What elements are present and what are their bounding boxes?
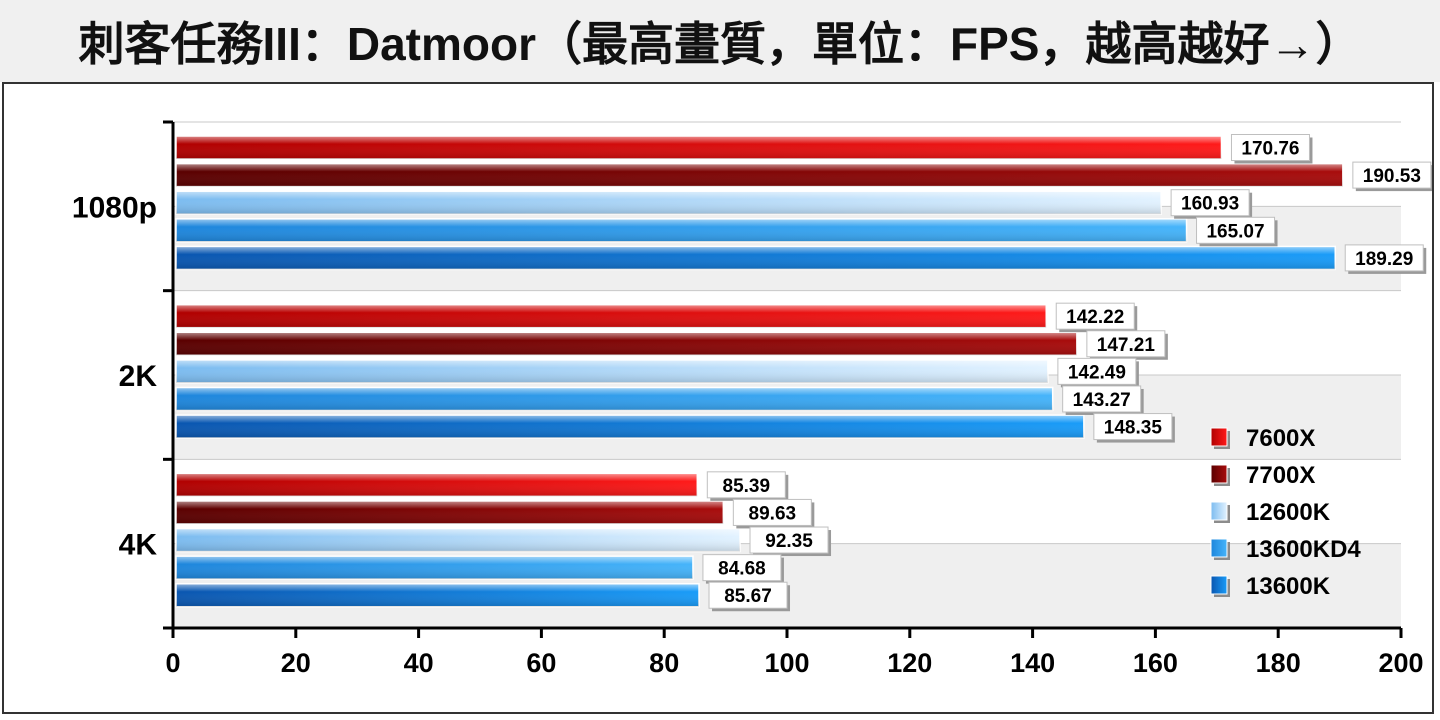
value-label-box: [1170, 189, 1250, 217]
value-label: 148.35: [1104, 418, 1163, 439]
bar-shine: [176, 387, 1053, 411]
legend-label-12600k: 12600K: [1246, 499, 1331, 526]
value-label-box: [1230, 134, 1310, 161]
bar-shine: [176, 304, 1047, 328]
value-label-box: [1196, 216, 1276, 244]
value-label-box: [1352, 161, 1432, 189]
x-tick-label: 200: [1378, 648, 1423, 678]
value-label: 89.63: [749, 503, 797, 524]
bar-shine: [176, 332, 1077, 356]
value-label: 165.07: [1206, 221, 1264, 242]
category-label-2k: 2K: [119, 360, 158, 393]
value-label-box: [702, 554, 782, 582]
bar-shine: [176, 359, 1048, 383]
x-tick-label: 20: [281, 648, 311, 678]
value-labels: 170.76 190.53 160.93 165.07 189.29 142.22 147.…: [702, 134, 1432, 612]
legend-swatch-7600x: [1210, 427, 1228, 447]
bar-shine: [176, 556, 693, 580]
value-label: 84.68: [718, 559, 766, 580]
legend-swatch-7700x: [1210, 464, 1228, 484]
x-tick-label: 120: [887, 648, 932, 678]
value-label-box: [732, 498, 812, 526]
bar-shine: [176, 246, 1336, 270]
bar-shine: [176, 136, 1222, 159]
legend-label-13600k: 13600K: [1246, 573, 1331, 600]
x-tick-label: 180: [1256, 648, 1301, 678]
bar-shine: [176, 473, 698, 497]
bar-chart: 170.76 190.53 160.93 165.07 189.29 142.22 147.…: [72, 120, 1432, 678]
category-label-4k: 4K: [119, 529, 158, 562]
x-tick-label: 160: [1133, 648, 1178, 678]
bar-shine: [176, 191, 1162, 215]
value-label-box: [749, 526, 829, 554]
chart-frame: 170.76 190.53 160.93 165.07 189.29 142.22 147.…: [2, 82, 1434, 714]
bars: [175, 135, 1344, 608]
value-label-box: [1093, 413, 1173, 441]
value-label-box: [1055, 302, 1135, 330]
category-labels: 1080p 2K 4K: [72, 191, 157, 561]
chart-title: 刺客任務III：Datmoor（最高畫質，單位：FPS，越高越好→）: [0, 0, 1440, 82]
legend-label-7600x: 7600X: [1246, 425, 1315, 452]
category-label-1080p: 1080p: [72, 191, 157, 224]
value-label-box: [708, 581, 788, 609]
value-label: 160.93: [1181, 194, 1239, 215]
x-tick-label: 40: [404, 648, 434, 678]
legend: 7600X 7700X 12600K 13600KD4 13600K: [1210, 425, 1361, 600]
value-label: 147.21: [1097, 335, 1156, 356]
x-tick-label: 140: [1010, 648, 1055, 678]
value-label-box: [1086, 330, 1166, 358]
legend-swatch-13600kd4: [1210, 538, 1228, 558]
bar-shine: [176, 415, 1084, 439]
x-tick-label: 60: [526, 648, 556, 678]
value-label: 142.49: [1068, 362, 1126, 383]
value-label-box: [1344, 244, 1424, 272]
value-label: 143.27: [1073, 390, 1131, 411]
x-tick-label: 0: [165, 648, 180, 678]
axes: [163, 120, 1403, 638]
legend-label-7700x: 7700X: [1246, 462, 1315, 489]
legend-label-13600kd4: 13600KD4: [1246, 536, 1361, 563]
x-tick-label: 80: [649, 648, 679, 678]
bar-shine: [176, 500, 724, 524]
value-label: 190.53: [1363, 166, 1421, 187]
bar-shine: [176, 163, 1343, 187]
bar-shine: [176, 218, 1187, 242]
value-label-box: [1057, 357, 1137, 385]
bar-shine: [176, 528, 741, 552]
value-label: 170.76: [1241, 139, 1299, 160]
x-tick-label: 100: [764, 648, 809, 678]
value-label-box: [1062, 385, 1142, 413]
value-label: 85.39: [723, 476, 771, 497]
legend-swatch-13600k: [1210, 575, 1228, 595]
value-label: 142.22: [1066, 307, 1124, 328]
value-label: 92.35: [765, 531, 813, 552]
value-label: 189.29: [1355, 249, 1413, 270]
value-label: 85.67: [724, 586, 772, 607]
bar-shine: [176, 583, 700, 607]
value-label-box: [706, 471, 786, 499]
legend-swatch-12600k: [1210, 501, 1228, 521]
x-tick-labels: 0 20 40 60 80 100 120 140 160 180 200: [165, 648, 1423, 678]
